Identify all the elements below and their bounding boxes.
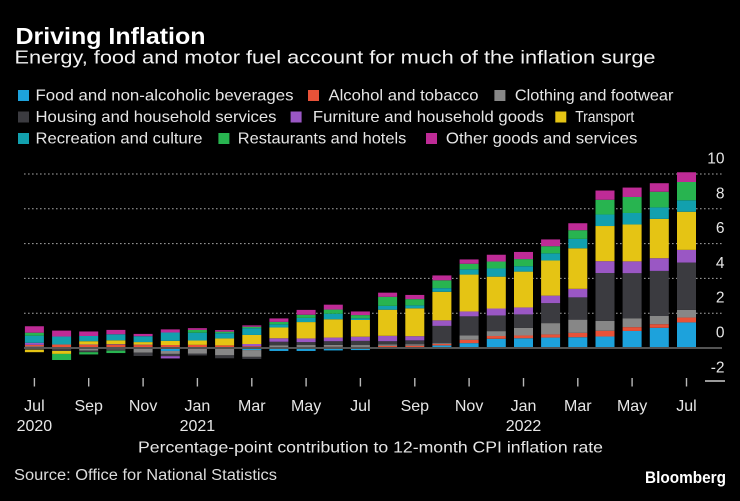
- svg-text:Nov: Nov: [129, 398, 157, 415]
- svg-text:2: 2: [716, 290, 725, 307]
- svg-text:10: 10: [707, 151, 725, 168]
- svg-text:Clothing and footwear: Clothing and footwear: [515, 88, 674, 105]
- svg-text:Jan: Jan: [185, 398, 211, 415]
- svg-text:0: 0: [716, 325, 725, 342]
- svg-text:Jul: Jul: [676, 398, 696, 415]
- svg-text:Transport: Transport: [575, 109, 634, 126]
- svg-text:Housing and household services: Housing and household services: [36, 109, 277, 126]
- svg-text:Bloomberg: Bloomberg: [645, 469, 726, 487]
- svg-text:Mar: Mar: [238, 398, 266, 415]
- svg-text:Alcohol and tobacco: Alcohol and tobacco: [329, 88, 479, 105]
- svg-text:Sep: Sep: [74, 398, 103, 415]
- svg-text:Other goods and services: Other goods and services: [446, 130, 637, 147]
- svg-text:Mar: Mar: [564, 398, 592, 415]
- svg-text:Recreation and culture: Recreation and culture: [36, 130, 203, 147]
- svg-text:-2: -2: [711, 359, 725, 376]
- svg-text:Food and non-alcoholic beverag: Food and non-alcoholic beverages: [36, 88, 294, 105]
- svg-text:Nov: Nov: [455, 398, 483, 415]
- svg-text:Sep: Sep: [401, 398, 430, 415]
- svg-text:Furniture and household goods: Furniture and household goods: [313, 109, 544, 126]
- svg-text:2021: 2021: [180, 418, 216, 435]
- svg-text:May: May: [291, 398, 321, 415]
- svg-text:8: 8: [716, 185, 725, 202]
- svg-text:Restaurants and hotels: Restaurants and hotels: [238, 130, 407, 147]
- svg-text:6: 6: [716, 220, 725, 237]
- svg-text:Jan: Jan: [511, 398, 537, 415]
- svg-text:Percentage-point contribution: Percentage-point contribution to 12-mont…: [138, 440, 603, 457]
- svg-text:May: May: [617, 398, 647, 415]
- svg-text:Driving Inflation: Driving Inflation: [16, 23, 206, 49]
- svg-text:4: 4: [716, 255, 725, 272]
- svg-text:Energy, food and motor fuel ac: Energy, food and motor fuel account for …: [15, 48, 656, 68]
- svg-text:2022: 2022: [506, 418, 542, 435]
- svg-text:Jul: Jul: [350, 398, 370, 415]
- svg-text:Jul: Jul: [24, 398, 44, 415]
- svg-text:2020: 2020: [17, 418, 53, 435]
- svg-text:Source: Office for National St: Source: Office for National Statistics: [14, 467, 277, 484]
